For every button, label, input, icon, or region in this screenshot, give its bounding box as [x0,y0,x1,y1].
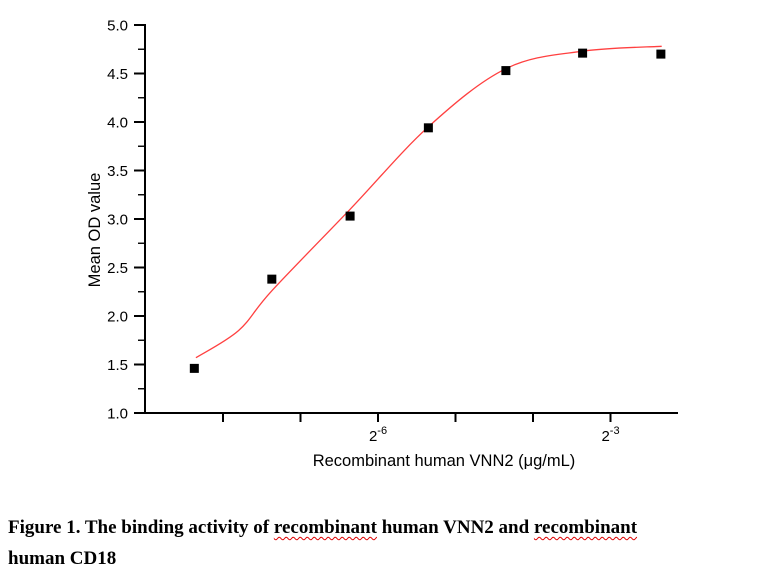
y-tick-label: 1.5 [107,357,128,374]
x-tick-label: 2-6 [369,425,387,445]
data-point-marker [501,66,511,76]
figure-caption: Figure 1. The binding activity of recomb… [8,512,760,574]
caption-text-middle: human VNN2 and [376,517,534,538]
y-tick-label: 1.0 [107,406,128,423]
caption-text-prefix: Figure 1. The binding activity of [8,517,274,538]
caption-line2: human CD18 [8,548,117,569]
x-axis-title: Recombinant human VNN2 (μg/mL) [313,452,576,470]
y-tick-label: 2.5 [107,260,128,277]
caption-misspelled-word-2: recombinant [533,517,638,538]
x-tick-label: 2-3 [601,425,619,445]
fit-curve [195,45,662,359]
caption-misspelled-word-1: recombinant [273,517,377,538]
data-point-marker [267,274,277,284]
data-point-marker [345,211,355,221]
y-tick-label: 4.5 [107,66,128,83]
binding-activity-chart: 1.0 1.5 2.0 2.5 3.0 3.5 4.0 4.5 5.0 2-6 2-3 Recombi… [86,18,678,470]
y-tick-label: 3.0 [107,212,128,229]
data-point-marker [189,363,199,373]
y-tick-label: 2.0 [107,309,128,326]
data-point-marker [656,49,666,59]
data-point-marker [423,123,433,133]
y-axis-title: Mean OD value [86,173,104,288]
dose-response-plot: 1.0 1.5 2.0 2.5 3.0 3.5 4.0 4.5 5.0 2-6 2-3 Recombi… [86,18,678,470]
y-tick-label: 3.5 [107,163,128,180]
y-tick-label: 4.0 [107,115,128,132]
data-point-marker [578,48,588,58]
y-tick-label: 5.0 [107,18,128,35]
